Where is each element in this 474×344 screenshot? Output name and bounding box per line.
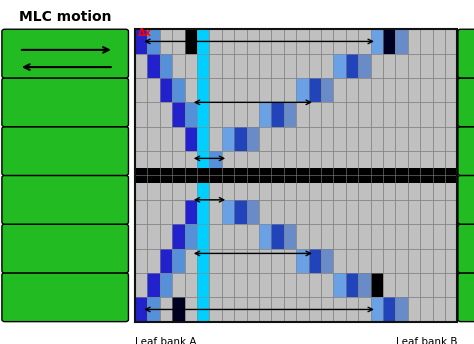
Bar [246,127,259,151]
Bar [197,54,210,78]
Bar [197,29,210,54]
Bar [321,248,333,273]
Text: Leaf bank B: Leaf bank B [396,337,457,344]
Bar [197,200,210,224]
Bar [284,224,296,248]
Bar [197,29,210,54]
FancyBboxPatch shape [458,127,474,175]
Bar [197,151,210,175]
Bar [160,54,172,78]
Bar [259,224,272,248]
Bar [309,248,321,273]
FancyBboxPatch shape [458,273,474,322]
Bar [197,78,210,102]
Bar [272,224,284,248]
Bar [210,151,222,175]
Bar [147,29,160,54]
Bar [333,273,346,297]
Bar [259,103,272,127]
FancyBboxPatch shape [2,78,128,127]
Bar [222,127,234,151]
Bar [197,297,210,322]
Bar [284,103,296,127]
Bar [197,103,210,127]
FancyBboxPatch shape [458,224,474,273]
FancyBboxPatch shape [458,175,474,224]
Bar [246,200,259,224]
Bar [185,224,197,248]
FancyBboxPatch shape [2,224,128,273]
FancyBboxPatch shape [2,273,128,322]
Bar [296,78,309,102]
Bar [185,200,197,224]
Bar [296,248,309,273]
Bar [172,224,185,248]
Bar [197,127,210,151]
Bar [160,273,172,297]
Bar [383,297,395,322]
Bar [135,29,457,322]
Bar [147,273,160,297]
Text: Leaf bank A: Leaf bank A [135,337,197,344]
Bar [185,127,197,151]
Bar [197,297,210,322]
Bar [172,78,185,102]
Bar [172,103,185,127]
Text: MLC motion: MLC motion [19,10,111,24]
Bar [135,168,457,183]
Bar [346,273,358,297]
Bar [160,248,172,273]
Bar [272,103,284,127]
Bar [160,78,172,102]
FancyBboxPatch shape [2,127,128,175]
Bar [197,248,210,273]
Bar [358,54,371,78]
Bar [358,273,371,297]
Bar [197,200,210,224]
Bar [197,273,210,297]
Bar [197,248,210,273]
FancyBboxPatch shape [2,29,128,78]
Bar [197,78,210,102]
Bar [197,224,210,248]
Bar [197,151,210,175]
Bar [185,103,197,127]
Bar [197,103,210,127]
Bar [383,29,395,54]
FancyBboxPatch shape [2,175,128,224]
Bar [147,54,160,78]
Bar [371,297,383,322]
Bar [172,297,185,322]
Bar [333,54,346,78]
Bar [197,127,210,151]
Bar [197,175,210,200]
Bar [135,29,457,322]
Bar [383,29,395,54]
Text: Δx: Δx [137,28,151,38]
Bar [309,78,321,102]
FancyBboxPatch shape [458,29,474,78]
Bar [197,273,210,297]
Bar [197,151,210,175]
Bar [135,297,147,322]
Bar [371,29,383,54]
Bar [222,200,234,224]
Bar [395,29,408,54]
Bar [395,297,408,322]
Bar [197,175,210,200]
Bar [234,200,246,224]
Bar [346,54,358,78]
Bar [371,273,383,297]
Bar [197,224,210,248]
Bar [135,29,147,54]
Bar [197,54,210,78]
Bar [172,248,185,273]
Bar [147,297,160,322]
FancyBboxPatch shape [458,78,474,127]
Bar [321,78,333,102]
Bar [185,29,197,54]
Bar [234,127,246,151]
